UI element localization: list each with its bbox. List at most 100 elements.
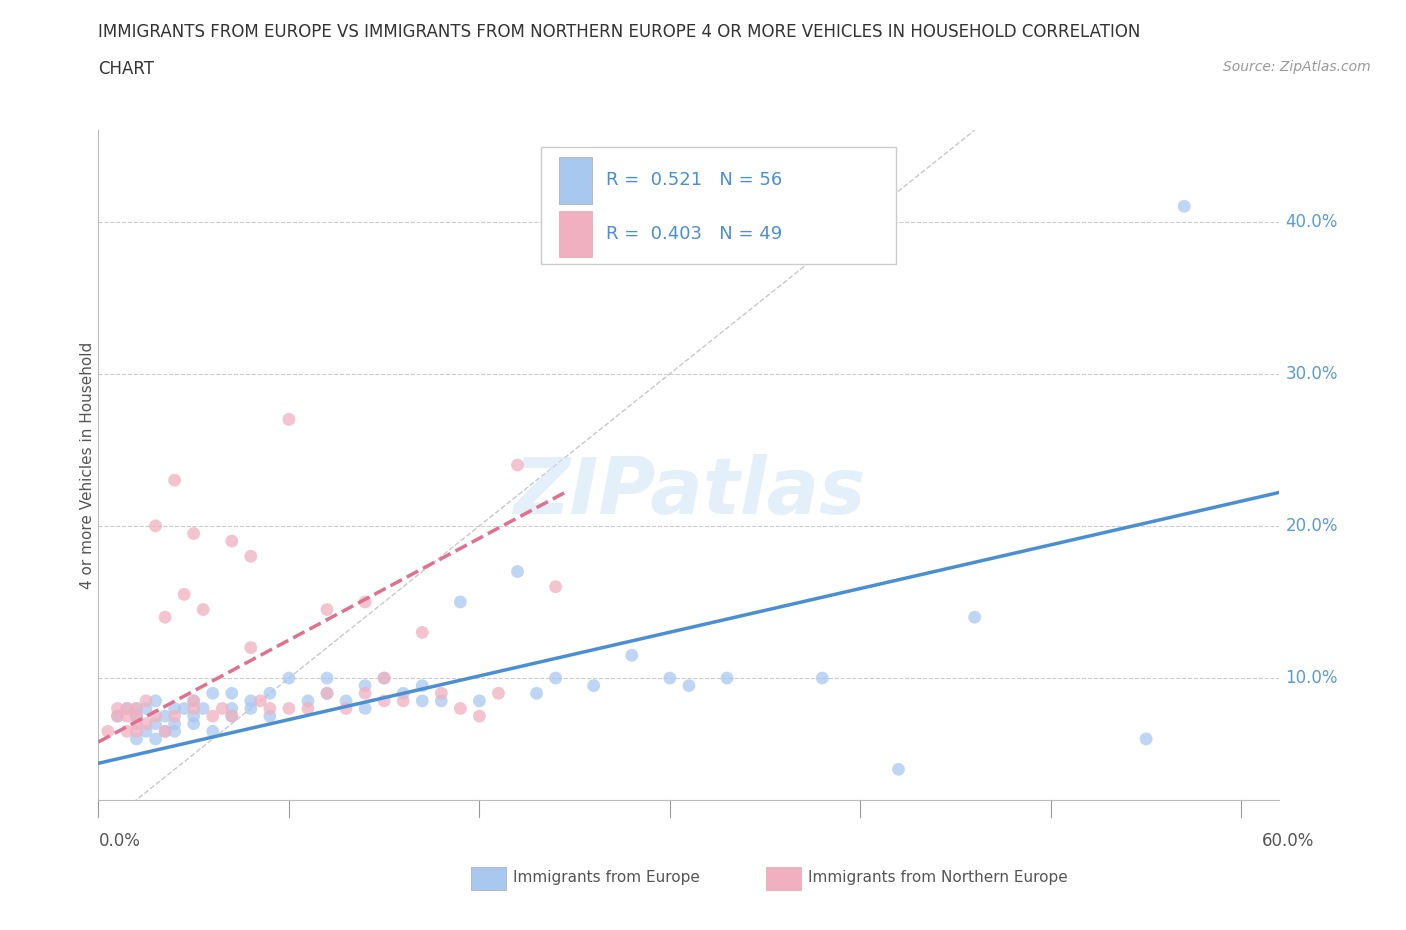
Point — [163, 724, 186, 738]
Point — [249, 694, 271, 709]
Point — [173, 587, 195, 602]
Point — [183, 526, 205, 541]
Point — [373, 671, 395, 685]
Point — [201, 709, 224, 724]
Point — [201, 724, 224, 738]
Text: 20.0%: 20.0% — [1285, 517, 1339, 535]
Point — [468, 709, 491, 724]
Point — [239, 549, 262, 564]
Point — [1173, 199, 1195, 214]
Y-axis label: 4 or more Vehicles in Household: 4 or more Vehicles in Household — [80, 341, 94, 589]
Point — [506, 565, 529, 579]
Point — [125, 709, 148, 724]
Point — [135, 716, 157, 731]
Text: 40.0%: 40.0% — [1285, 213, 1337, 231]
Point — [193, 602, 215, 617]
FancyBboxPatch shape — [541, 147, 896, 264]
Point — [221, 701, 243, 716]
Point — [449, 701, 471, 716]
Point — [221, 709, 243, 724]
Point — [506, 458, 529, 472]
Point — [887, 762, 910, 777]
Point — [678, 678, 700, 693]
Point — [173, 701, 195, 716]
Text: 0.0%: 0.0% — [98, 832, 141, 850]
Point — [1135, 732, 1157, 747]
Point — [430, 694, 453, 709]
Point — [716, 671, 738, 685]
Point — [193, 701, 215, 716]
Point — [526, 685, 548, 700]
Point — [430, 685, 453, 700]
Point — [153, 709, 176, 724]
Text: R =  0.403   N = 49: R = 0.403 N = 49 — [606, 225, 783, 243]
Point — [239, 640, 262, 655]
Point — [373, 671, 395, 685]
Point — [115, 724, 138, 738]
Point — [97, 724, 120, 738]
Text: 30.0%: 30.0% — [1285, 365, 1339, 382]
Point — [163, 716, 186, 731]
Point — [115, 701, 138, 716]
Point — [468, 694, 491, 709]
Point — [201, 685, 224, 700]
Point — [125, 716, 148, 731]
Point — [183, 709, 205, 724]
Point — [297, 701, 319, 716]
Point — [107, 709, 129, 724]
Point — [183, 701, 205, 716]
Point — [239, 694, 262, 709]
Point — [125, 724, 148, 738]
Point — [183, 694, 205, 709]
Point — [183, 716, 205, 731]
Point — [221, 709, 243, 724]
Text: ZIPatlas: ZIPatlas — [513, 454, 865, 530]
Text: CHART: CHART — [98, 60, 155, 78]
Point — [335, 694, 357, 709]
Point — [316, 671, 339, 685]
Point — [145, 694, 167, 709]
Point — [582, 678, 605, 693]
Text: Source: ZipAtlas.com: Source: ZipAtlas.com — [1223, 60, 1371, 74]
Point — [163, 472, 186, 487]
Point — [163, 701, 186, 716]
Point — [354, 678, 377, 693]
Point — [125, 701, 148, 716]
Point — [620, 648, 643, 663]
Point — [392, 685, 415, 700]
Point — [135, 724, 157, 738]
Point — [658, 671, 681, 685]
Point — [239, 701, 262, 716]
Text: Immigrants from Europe: Immigrants from Europe — [513, 870, 700, 885]
Point — [335, 701, 357, 716]
Point — [354, 594, 377, 609]
Point — [963, 610, 986, 625]
Point — [411, 694, 433, 709]
Point — [277, 671, 299, 685]
Point — [145, 518, 167, 533]
Point — [135, 701, 157, 716]
Point — [145, 709, 167, 724]
Point — [488, 685, 510, 700]
Point — [107, 701, 129, 716]
Point — [153, 724, 176, 738]
Point — [221, 685, 243, 700]
Point — [354, 701, 377, 716]
Point — [316, 685, 339, 700]
Point — [135, 694, 157, 709]
Point — [297, 694, 319, 709]
Point — [811, 671, 834, 685]
Text: R =  0.521   N = 56: R = 0.521 N = 56 — [606, 171, 783, 190]
Point — [544, 671, 567, 685]
Point — [411, 625, 433, 640]
Bar — [560, 157, 592, 204]
Text: IMMIGRANTS FROM EUROPE VS IMMIGRANTS FROM NORTHERN EUROPE 4 OR MORE VEHICLES IN : IMMIGRANTS FROM EUROPE VS IMMIGRANTS FRO… — [98, 23, 1140, 41]
Point — [125, 701, 148, 716]
Point — [411, 678, 433, 693]
Point — [544, 579, 567, 594]
Point — [125, 709, 148, 724]
Point — [211, 701, 233, 716]
Point — [107, 709, 129, 724]
Point — [259, 701, 281, 716]
Point — [153, 610, 176, 625]
